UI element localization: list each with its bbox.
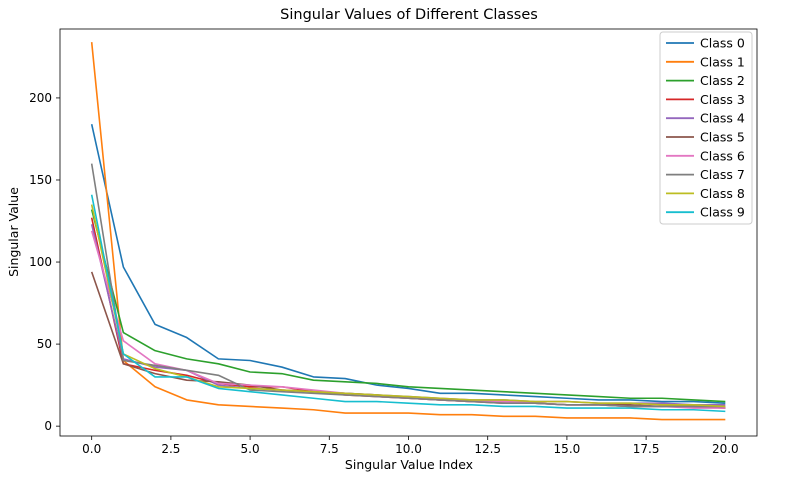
x-tick-label: 2.5 [161, 442, 180, 456]
x-tick-label: 5.0 [241, 442, 260, 456]
legend-label: Class 5 [700, 130, 745, 145]
series-line-9 [90, 194, 726, 413]
y-tick-label: 200 [29, 91, 52, 105]
x-tick-label: 15.0 [554, 442, 581, 456]
y-tick-label: 100 [29, 255, 52, 269]
legend-label: Class 7 [700, 167, 745, 182]
series-lines [90, 42, 726, 421]
series-line-6 [90, 230, 726, 409]
y-tick-label: 0 [44, 419, 52, 433]
series-line-2 [90, 209, 726, 403]
legend-label: Class 0 [700, 36, 745, 51]
series-line-1 [90, 42, 726, 421]
legend-label: Class 6 [700, 148, 745, 163]
x-axis: 0.0 2.5 5.0 7.5 10.0 12.5 15.0 17.5 20.0 [82, 436, 739, 456]
x-axis-label: Singular Value Index [345, 457, 473, 472]
chart-title: Singular Values of Different Classes [280, 7, 538, 23]
x-tick-label: 20.0 [712, 442, 739, 456]
legend-label: Class 2 [700, 73, 745, 88]
y-axis: 0 50 100 150 200 [29, 91, 60, 433]
x-tick-label: 10.0 [395, 442, 422, 456]
y-axis-label: Singular Value [6, 187, 21, 277]
legend-label: Class 9 [700, 205, 745, 220]
x-tick-label: 7.5 [320, 442, 339, 456]
x-tick-label: 0.0 [82, 442, 101, 456]
legend-label: Class 1 [700, 54, 745, 69]
y-tick-label: 50 [37, 337, 52, 351]
legend-label: Class 4 [700, 111, 745, 126]
legend: Class 0 Class 1 Class 2 Class 3 Class 4 Class… [659, 31, 753, 225]
x-tick-label: 12.5 [474, 442, 501, 456]
series-line-7 [90, 163, 726, 408]
legend-label: Class 3 [700, 92, 745, 107]
y-tick-label: 150 [29, 173, 52, 187]
x-tick-label: 17.5 [633, 442, 660, 456]
legend-label: Class 8 [700, 186, 745, 201]
series-line-0 [90, 124, 726, 404]
